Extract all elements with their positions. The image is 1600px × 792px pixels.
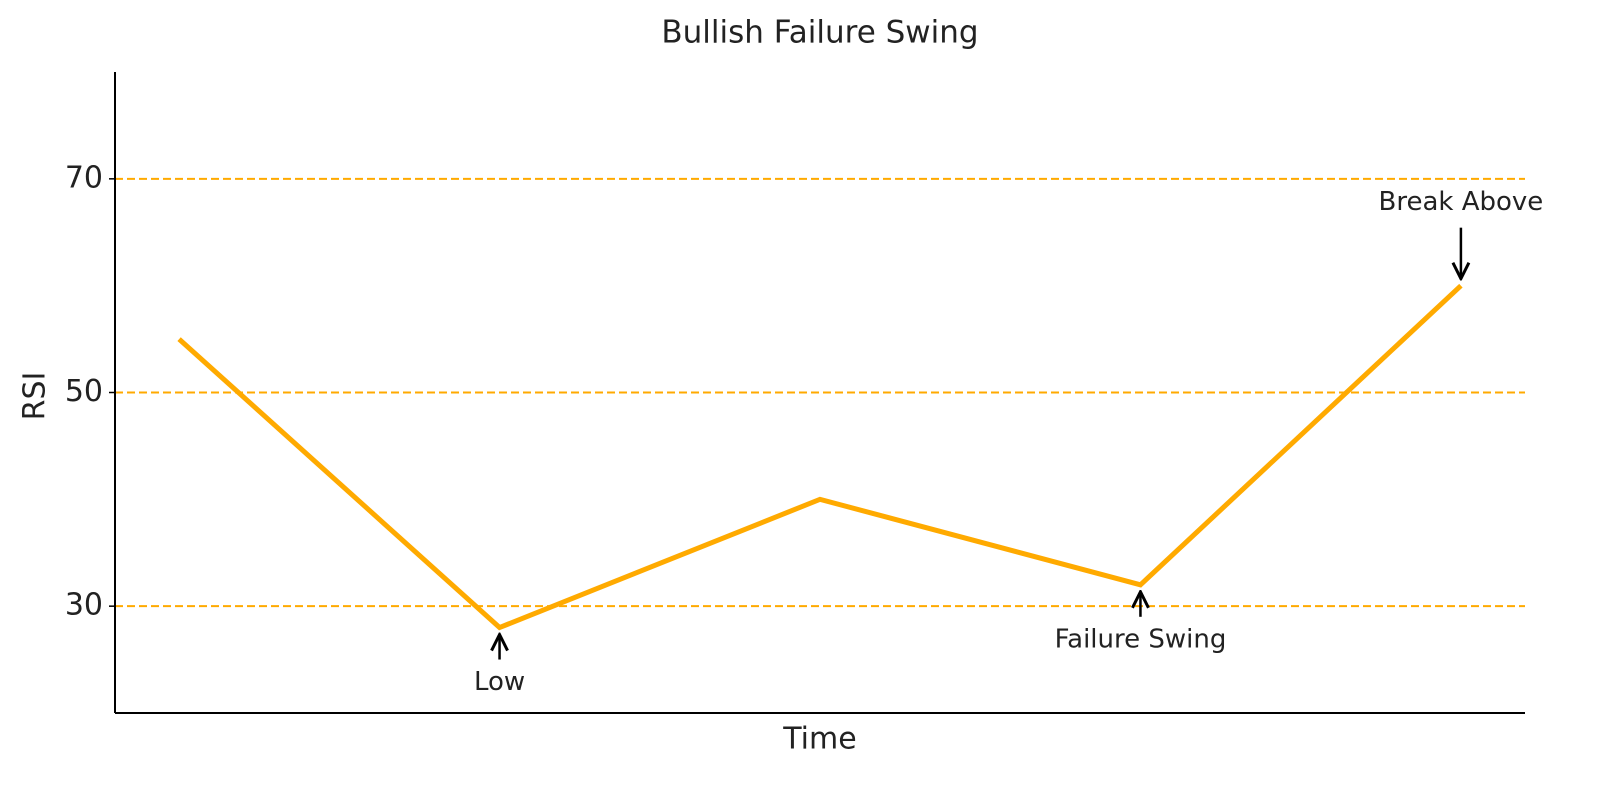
annotation: Break Above [1379, 187, 1544, 217]
chart-title: Bullish Failure Swing [661, 15, 978, 51]
annotation: Low [474, 667, 525, 697]
line-series [177, 283, 1463, 631]
y-tick-label: 30 [65, 588, 103, 623]
x-axis-label: Time [782, 722, 856, 757]
annotation: Failure Swing [1055, 624, 1227, 654]
y-tick-label: 70 [65, 160, 103, 195]
y-axis-label: RSI [18, 372, 53, 421]
y-tick-label: 50 [65, 374, 103, 409]
